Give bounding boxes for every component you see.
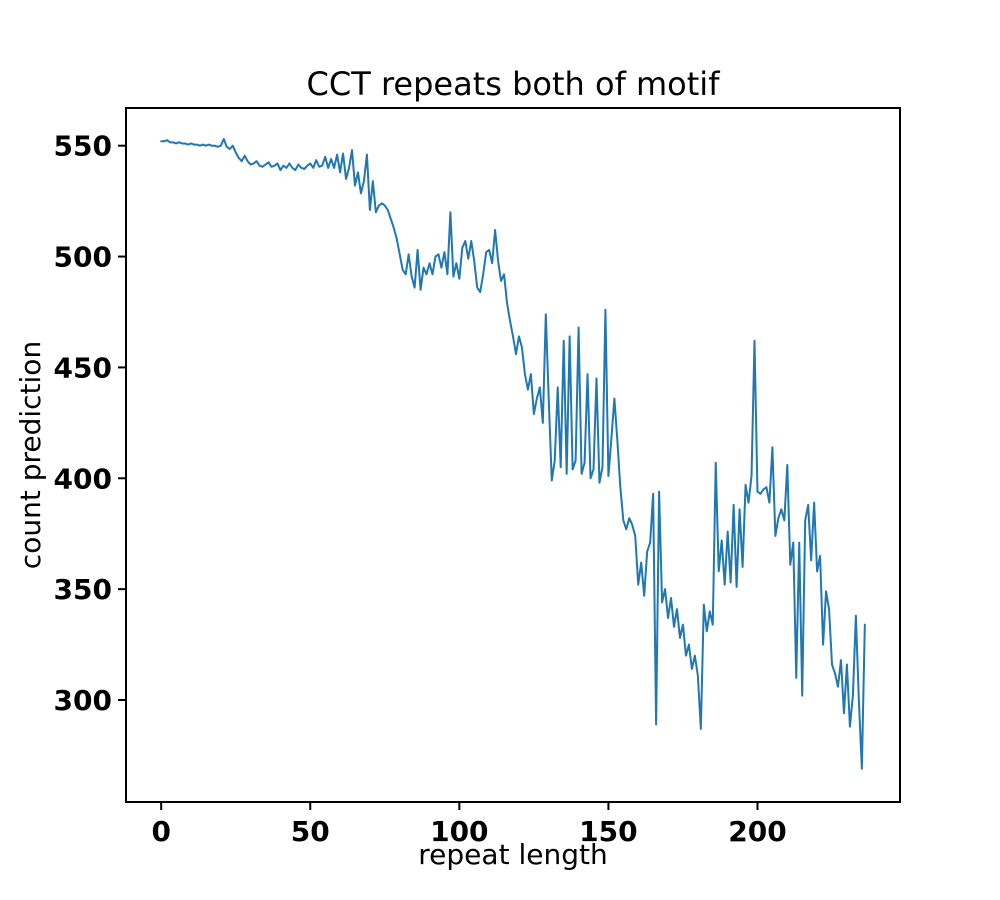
y-tick-label: 500 bbox=[54, 241, 112, 274]
x-tick-label: 0 bbox=[151, 815, 170, 848]
x-tick-label: 50 bbox=[291, 815, 330, 848]
y-tick-label: 400 bbox=[54, 462, 112, 495]
axis-ticks: 0 50 100 150 200 300 350 400 450 500 550 bbox=[54, 130, 787, 848]
x-tick-label: 200 bbox=[728, 815, 786, 848]
axes-box bbox=[125, 107, 901, 803]
chart-title: CCT repeats both of motif bbox=[307, 65, 721, 103]
y-tick-label: 450 bbox=[54, 351, 112, 384]
y-tick-label: 300 bbox=[54, 684, 112, 717]
y-tick-label: 550 bbox=[54, 130, 112, 163]
x-tick-label: 100 bbox=[430, 815, 488, 848]
x-axis-label: repeat length bbox=[418, 838, 607, 871]
data-line bbox=[160, 138, 866, 770]
data-series bbox=[160, 138, 866, 770]
y-tick-label: 350 bbox=[54, 573, 112, 606]
y-axis-label: count prediction bbox=[14, 341, 47, 569]
x-tick-label: 150 bbox=[579, 815, 637, 848]
